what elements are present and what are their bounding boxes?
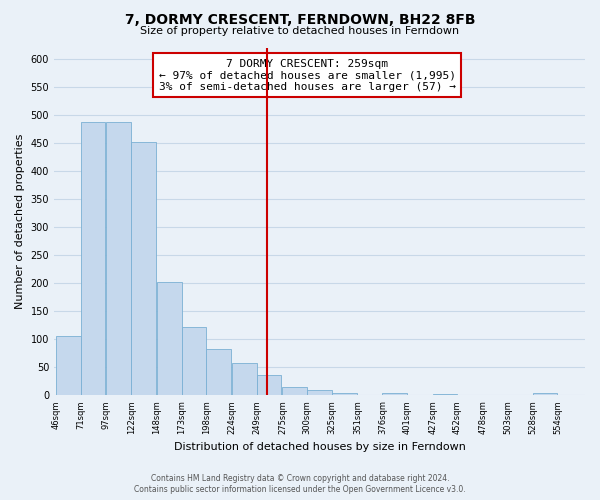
Bar <box>182 328 206 396</box>
Text: Size of property relative to detached houses in Ferndown: Size of property relative to detached ho… <box>140 26 460 36</box>
Bar <box>533 392 557 396</box>
Bar <box>56 336 81 396</box>
Bar <box>382 392 407 396</box>
Bar <box>206 348 231 396</box>
Bar <box>433 394 457 396</box>
Bar <box>81 122 106 396</box>
Bar <box>131 142 156 396</box>
Text: 7, DORMY CRESCENT, FERNDOWN, BH22 8FB: 7, DORMY CRESCENT, FERNDOWN, BH22 8FB <box>125 12 475 26</box>
Bar <box>257 374 281 396</box>
Bar <box>157 282 182 396</box>
Bar <box>332 392 356 396</box>
Bar <box>232 364 257 396</box>
Bar <box>283 387 307 396</box>
Bar <box>307 390 332 396</box>
Bar <box>106 122 131 396</box>
X-axis label: Distribution of detached houses by size in Ferndown: Distribution of detached houses by size … <box>173 442 466 452</box>
Text: 7 DORMY CRESCENT: 259sqm
← 97% of detached houses are smaller (1,995)
3% of semi: 7 DORMY CRESCENT: 259sqm ← 97% of detach… <box>158 58 455 92</box>
Text: Contains HM Land Registry data © Crown copyright and database right 2024.
Contai: Contains HM Land Registry data © Crown c… <box>134 474 466 494</box>
Y-axis label: Number of detached properties: Number of detached properties <box>15 134 25 309</box>
